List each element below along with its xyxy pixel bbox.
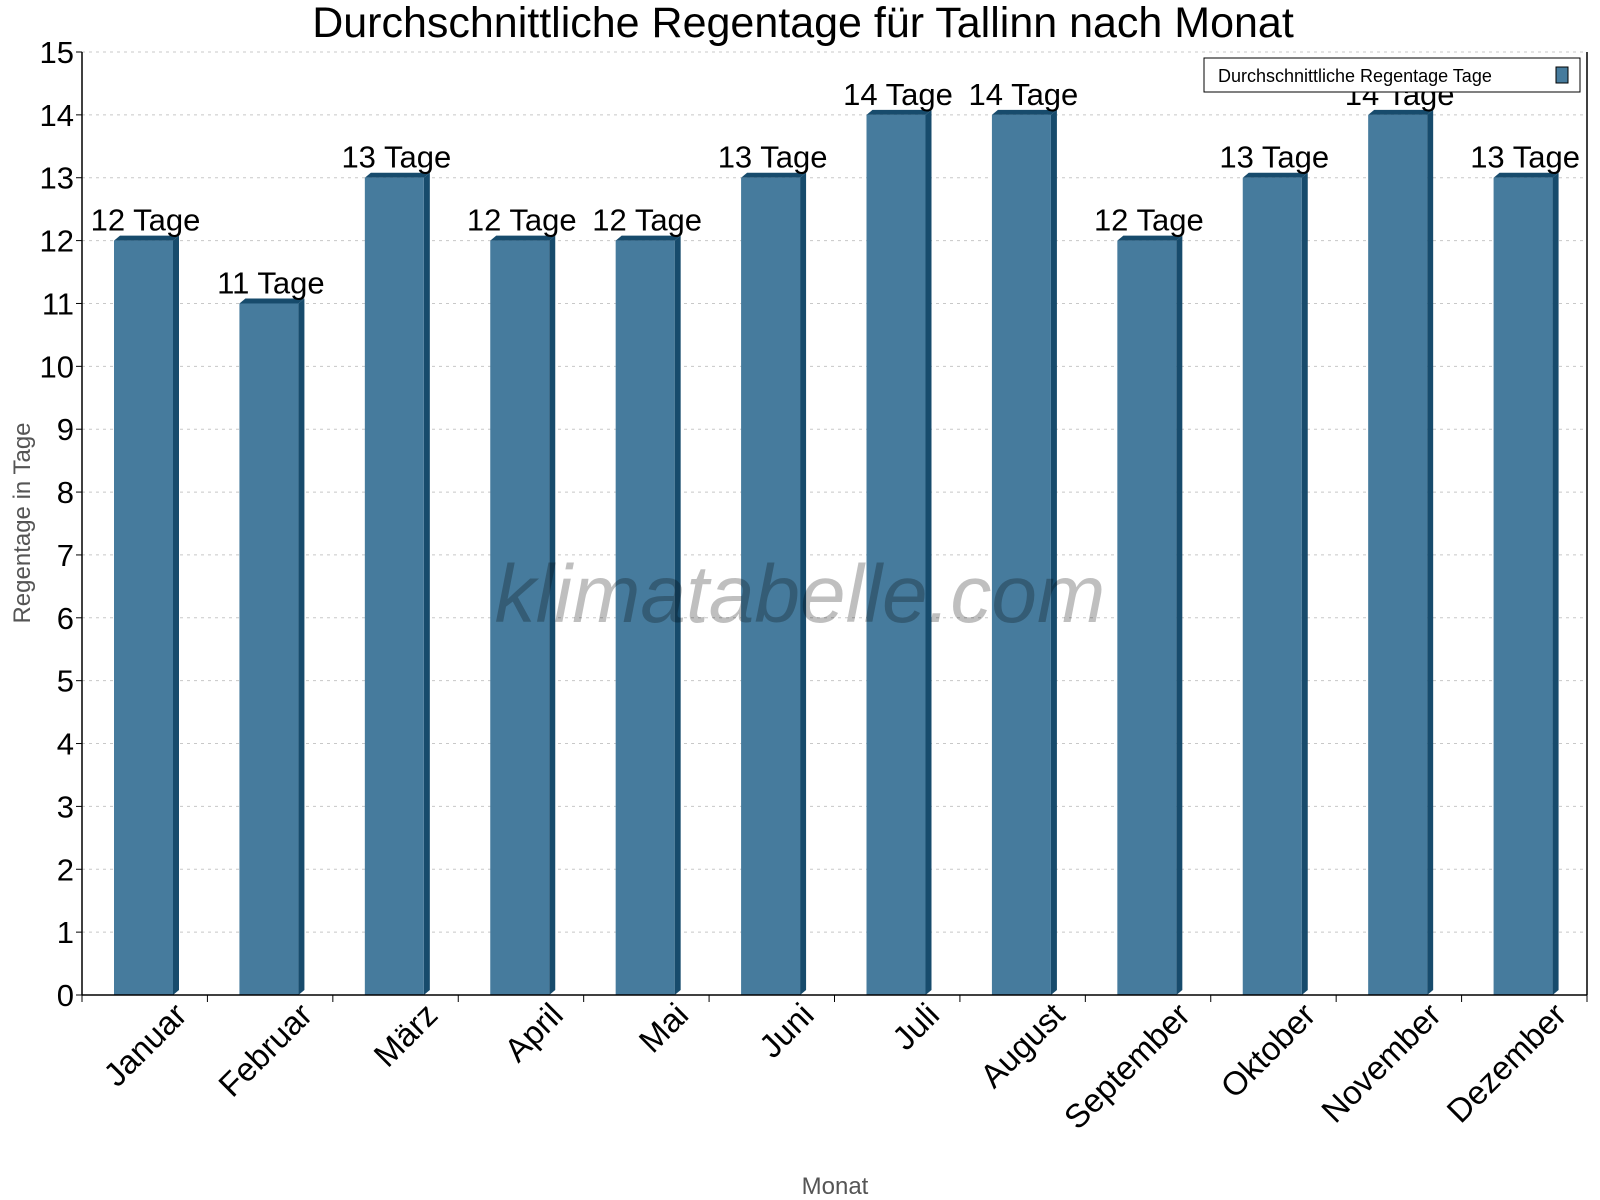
x-tick-label: Juni [752, 996, 821, 1065]
x-tick-label: März [366, 996, 444, 1074]
data-label: 13 Tage [1470, 140, 1580, 175]
data-label: 13 Tage [341, 140, 451, 175]
bar-top [1117, 235, 1183, 241]
data-label: 12 Tage [91, 203, 201, 238]
bar [1368, 114, 1428, 995]
bar-side [1427, 109, 1434, 995]
bar-side [800, 172, 807, 995]
grid-lines [82, 51, 1587, 933]
y-tick-label: 13 [40, 161, 74, 196]
bar-side [674, 235, 681, 996]
x-tick-label: August [973, 996, 1072, 1095]
data-label: 14 Tage [843, 77, 953, 112]
x-axis-label: Monat [802, 1173, 869, 1200]
bar-top [1493, 172, 1559, 178]
bar-top [866, 109, 932, 115]
bar-side [423, 172, 430, 995]
bar-top [615, 235, 681, 241]
x-tick-label: Dezember [1439, 996, 1573, 1130]
bar [991, 114, 1051, 995]
data-label: 13 Tage [1219, 140, 1329, 175]
bar-side [173, 235, 179, 996]
bar [741, 177, 801, 995]
data-label: 14 Tage [969, 77, 1079, 112]
y-tick-label: 8 [57, 475, 74, 510]
bars [114, 109, 1559, 996]
bar-top [114, 235, 179, 241]
bar [866, 114, 926, 995]
y-tick-label: 1 [57, 915, 74, 950]
y-axis-label: Regentage in Tage [9, 422, 36, 623]
x-tick-label: Februar [211, 996, 319, 1104]
bar [1493, 177, 1553, 995]
bar-top [1368, 109, 1434, 115]
x-tick-label: September [1057, 996, 1197, 1136]
x-tick-label: April [497, 996, 570, 1069]
bar [239, 303, 299, 995]
legend: Durchschnittliche Regentage Tage [1203, 57, 1581, 93]
bar [1242, 177, 1302, 995]
data-label: 12 Tage [592, 203, 702, 238]
y-tick-label: 6 [57, 601, 74, 636]
bar-top [1242, 172, 1308, 178]
x-tick-label: November [1314, 996, 1448, 1130]
bar-side [1301, 172, 1308, 995]
y-tick-label: 12 [40, 224, 74, 259]
y-tick-label: 4 [57, 727, 74, 762]
y-tick-label: 14 [40, 98, 74, 133]
y-tick-label: 9 [57, 412, 74, 447]
data-label: 11 Tage [217, 265, 324, 300]
y-tick-label: 15 [40, 35, 74, 70]
y-tick-label: 2 [57, 852, 74, 887]
bar [1117, 240, 1177, 996]
bar [364, 177, 424, 995]
y-tick-label: 3 [57, 789, 74, 824]
data-label: 12 Tage [467, 203, 577, 238]
chart-title: Durchschnittliche Regentage für Tallinn … [312, 0, 1294, 47]
watermark: klimatabelle.com [495, 549, 1106, 640]
bar [615, 240, 675, 996]
bar-side [549, 235, 556, 996]
legend-box [1203, 57, 1581, 93]
data-label: 13 Tage [718, 140, 828, 175]
bar-top [239, 298, 305, 304]
x-tick-label: Oktober [1213, 996, 1322, 1105]
data-label: 12 Tage [1094, 203, 1204, 238]
bar-top [991, 109, 1057, 115]
legend-swatch [1555, 66, 1569, 84]
x-tick-label: Mai [632, 996, 696, 1060]
bar-top [741, 172, 807, 178]
bar-side [1050, 109, 1057, 995]
x-tick-label: Juli [885, 996, 946, 1057]
bar-side [925, 109, 932, 995]
bar [114, 240, 173, 996]
bar-top [364, 172, 430, 178]
y-tick-label: 11 [42, 286, 74, 321]
bar [490, 240, 550, 996]
legend-label: Durchschnittliche Regentage Tage [1218, 66, 1492, 86]
bar-side [1176, 235, 1183, 996]
bar-side [298, 298, 305, 995]
y-tick-label: 7 [57, 538, 74, 573]
bar-side [1552, 172, 1559, 995]
x-tick-label: Januar [96, 996, 194, 1094]
bar-top [490, 235, 556, 241]
y-tick-label: 5 [57, 664, 74, 699]
y-tick-label: 0 [57, 978, 74, 1013]
y-tick-label: 10 [40, 349, 74, 384]
data-labels: 12 Tage 11 Tage 13 Tage 12 Tage 12 Tage 13 Ta… [91, 77, 1580, 301]
